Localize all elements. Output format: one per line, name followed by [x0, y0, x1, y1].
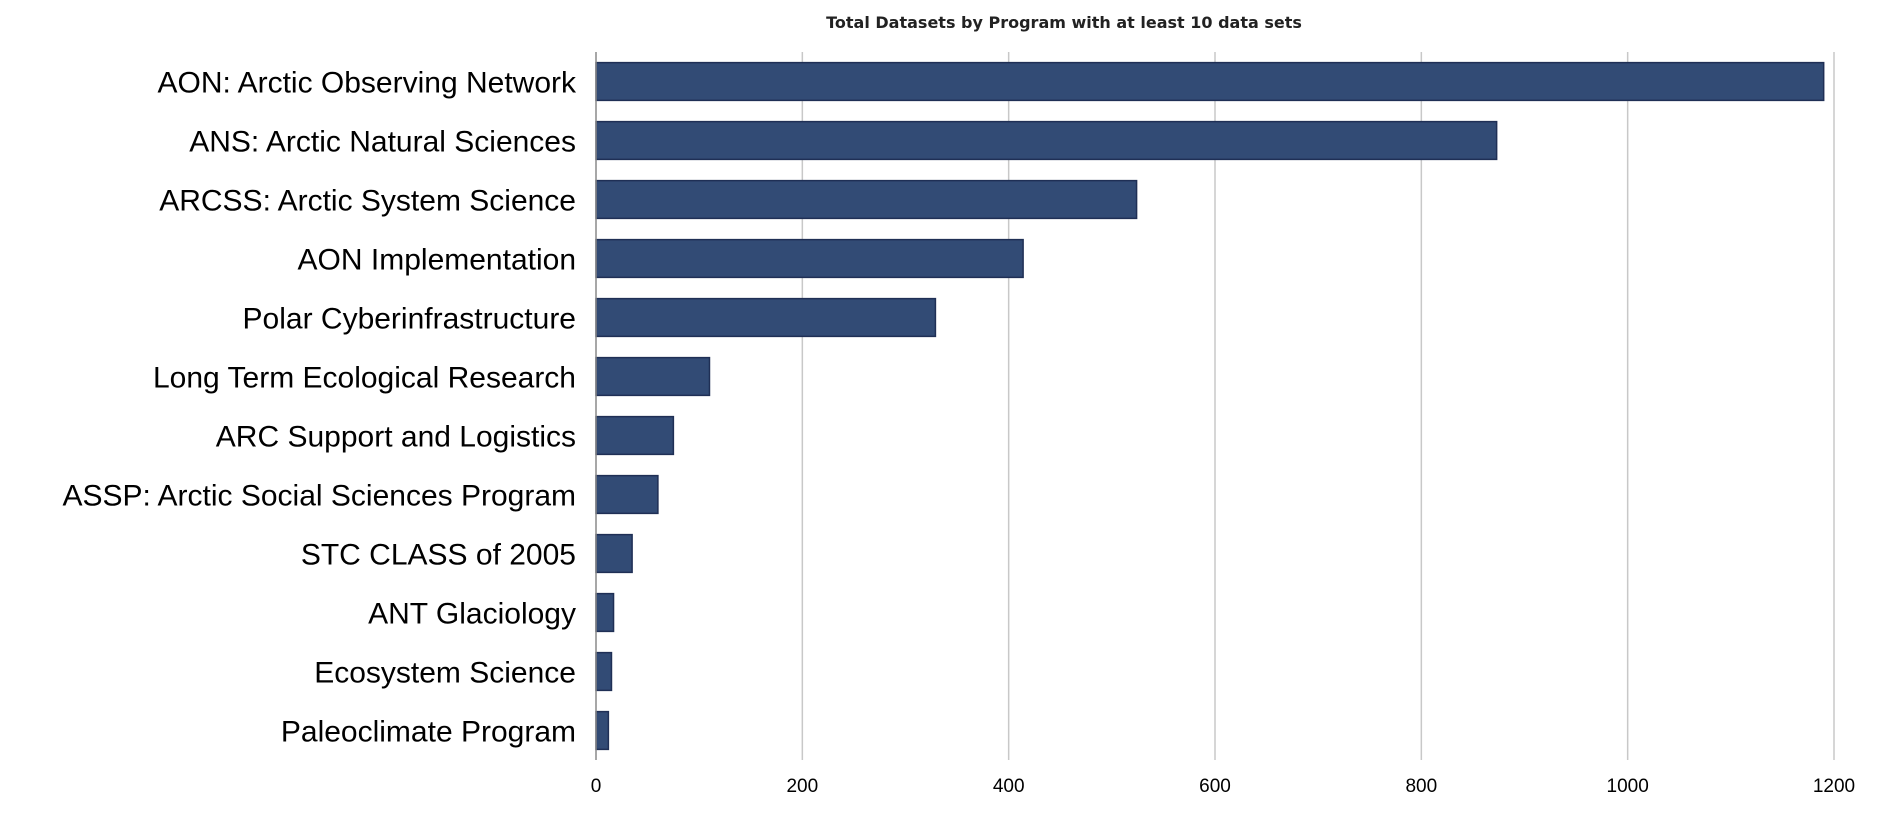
x-tick-label: 200 [786, 776, 818, 797]
bar [595, 651, 613, 692]
category-label: ANS: Arctic Natural Sciences [189, 126, 576, 159]
bar [595, 238, 1024, 279]
category-label: Paleoclimate Program [281, 716, 576, 749]
bar [595, 179, 1138, 220]
bar [595, 415, 675, 456]
category-label: ARCSS: Arctic System Science [159, 185, 576, 218]
x-tick-label: 400 [993, 776, 1025, 797]
x-tick-label: 1000 [1607, 776, 1649, 797]
category-label: STC CLASS of 2005 [301, 539, 576, 572]
category-label: ARC Support and Logistics [216, 421, 576, 454]
category-label: AON Implementation [298, 244, 576, 277]
x-tick-label: 0 [591, 776, 602, 797]
category-label: AON: Arctic Observing Network [158, 67, 577, 100]
category-labels: AON: Arctic Observing Network ANS: Arctic… [62, 67, 577, 749]
bar [595, 474, 659, 515]
bar [595, 61, 1825, 102]
category-label: ASSP: Arctic Social Sciences Program [62, 480, 576, 513]
bars [595, 61, 1825, 751]
category-label: ANT Glaciology [368, 598, 576, 631]
category-label: Polar Cyberinfrastructure [243, 303, 576, 336]
category-label: Ecosystem Science [314, 657, 576, 690]
category-label: Long Term Ecological Research [153, 362, 576, 395]
chart-title: Total Datasets by Program with at least … [826, 13, 1302, 32]
x-tick-labels: 0 200 400 600 800 1000 1200 [591, 776, 1855, 797]
bar [595, 120, 1498, 161]
bar [595, 297, 937, 338]
bar [595, 710, 610, 751]
x-tick-label: 1200 [1813, 776, 1855, 797]
x-tick-label: 600 [1199, 776, 1231, 797]
bar [595, 356, 711, 397]
x-tick-label: 800 [1405, 776, 1437, 797]
bar [595, 533, 633, 574]
bar [595, 592, 615, 633]
gridlines [801, 52, 1835, 760]
